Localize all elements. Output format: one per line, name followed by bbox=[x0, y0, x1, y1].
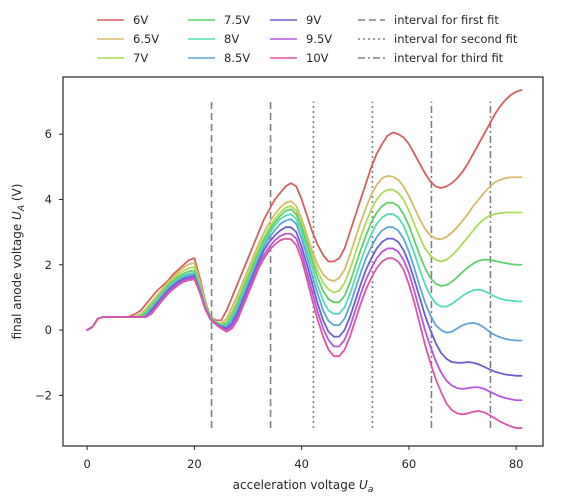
series-line bbox=[86, 237, 523, 429]
y-tick-label: 4 bbox=[45, 192, 52, 206]
plot-content bbox=[86, 89, 523, 429]
legend-label: interval for second fit bbox=[394, 32, 518, 46]
y-tick-label: 0 bbox=[45, 323, 52, 337]
x-axis-label: acceleration voltage Ua bbox=[233, 478, 374, 495]
y-tick-label: 2 bbox=[45, 258, 52, 272]
legend-label: 6.5V bbox=[133, 32, 159, 46]
legend-label: 9.5V bbox=[306, 32, 332, 46]
series-line bbox=[86, 89, 523, 331]
legend-label: 9V bbox=[306, 13, 321, 27]
x-tick-label: 0 bbox=[83, 457, 90, 471]
legend-label: 6V bbox=[133, 13, 148, 27]
legend-label: 10V bbox=[306, 51, 329, 65]
y-tick-label: −2 bbox=[35, 388, 52, 402]
series-line bbox=[86, 226, 523, 377]
y-axis-label: final anode voltage UA (V) bbox=[10, 184, 27, 340]
series-line bbox=[86, 232, 523, 402]
x-tick-label: 80 bbox=[509, 457, 524, 471]
legend-label: interval for third fit bbox=[394, 51, 504, 65]
series-line bbox=[86, 213, 523, 331]
legend-label: 8.5V bbox=[224, 51, 250, 65]
series-line bbox=[86, 201, 523, 331]
series-line bbox=[86, 218, 523, 342]
legend: 6V 6.5V 7V 7.5V 8V 8.5V 9V 9.5V 10V interval for … bbox=[97, 13, 518, 65]
x-tick-label: 60 bbox=[402, 457, 417, 471]
axis-ticks: 0 20 40 60 80 −2 0 2 4 6 bbox=[35, 127, 523, 471]
legend-label: 8V bbox=[224, 32, 239, 46]
y-tick-label: 6 bbox=[45, 127, 52, 141]
x-tick-label: 40 bbox=[294, 457, 309, 471]
legend-label: interval for first fit bbox=[394, 13, 499, 27]
legend-label: 7V bbox=[133, 51, 148, 65]
series-line bbox=[86, 188, 523, 331]
x-tick-label: 20 bbox=[187, 457, 202, 471]
series-line bbox=[86, 175, 523, 331]
legend-label: 7.5V bbox=[224, 13, 250, 27]
